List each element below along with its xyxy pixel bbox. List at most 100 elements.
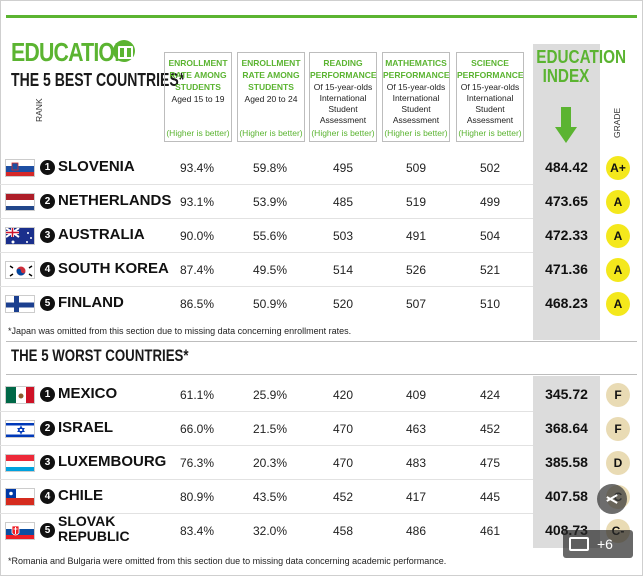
education-index-value: 472.33 [545, 227, 588, 243]
value-cell: 93.4% [179, 161, 215, 175]
country-name: NETHERLANDS [58, 192, 172, 209]
value-cell: 519 [405, 195, 427, 209]
value-cell: 491 [405, 229, 427, 243]
value-cell: 86.5% [179, 297, 215, 311]
column-header-desc: Of 15-year-olds International Student As… [460, 82, 520, 125]
value-cell: 409 [405, 388, 427, 402]
footnote-best: *Japan was omitted from this section due… [8, 326, 352, 336]
value-cell: 93.1% [179, 195, 215, 209]
value-cell: 80.9% [179, 490, 215, 504]
column-header-desc: Of 15-year-olds International Student As… [313, 82, 373, 125]
column-header-desc: Aged 20 to 24 [244, 94, 298, 104]
footnote-worst: *Romania and Bulgaria were omitted from … [8, 556, 447, 566]
value-cell: 475 [479, 456, 501, 470]
column-header-label: ENROLLMENT RATE AMONG STUDENTS [168, 58, 228, 92]
grade-badge: A+ [606, 156, 630, 180]
country-name: MEXICO [58, 385, 118, 402]
table-row: 2 ISRAEL 66.0% 21.5% 470 463 452 368.64 F [0, 412, 643, 445]
grade-badge: D [606, 451, 630, 475]
grade-badge: A [606, 224, 630, 248]
value-cell: 417 [405, 490, 427, 504]
column-header-note: (Higher is better) [384, 128, 448, 138]
table-row: 5 FINLAND 86.5% 50.9% 520 507 510 468.23 A [0, 287, 643, 320]
rank-number: 4 [40, 262, 55, 277]
share-icon[interactable] [597, 484, 627, 514]
rank-number: 4 [40, 489, 55, 504]
best-heading: THE 5 BEST COUNTRIES* [11, 70, 185, 90]
column-header-5: SCIENCE PERFORMANCE Of 15-year-olds Inter… [456, 52, 524, 142]
value-cell: 87.4% [179, 263, 215, 277]
country-name: ISRAEL [58, 419, 114, 436]
value-cell: 470 [332, 422, 354, 436]
value-cell: 90.0% [179, 229, 215, 243]
row-divider [0, 513, 533, 514]
row-divider [0, 252, 533, 253]
value-cell: 25.9% [252, 388, 288, 402]
education-index-title: EDUCATION INDEX [536, 47, 627, 86]
column-header-4: MATHEMATICS PERFORMANCE Of 15-year-olds I… [382, 52, 450, 142]
country-name: LUXEMBOURG [58, 453, 167, 470]
index-column-bg-best [533, 44, 600, 340]
table-row: 2 NETHERLANDS 93.1% 53.9% 485 519 499 473.65 A [0, 185, 643, 218]
table-row: 4 SOUTH KOREA 87.4% 49.5% 514 526 521 471.36 A [0, 253, 643, 286]
worst-heading: THE 5 WORST COUNTRIES* [11, 346, 189, 365]
row-divider [0, 218, 533, 219]
section-divider [6, 341, 637, 342]
row-divider [0, 479, 533, 480]
column-header-3: READING PERFORMANCE Of 15-year-olds Inter… [309, 52, 377, 142]
column-header-1: ENROLLMENT RATE AMONG STUDENTS Aged 15 to… [164, 52, 232, 142]
rank-number: 5 [40, 523, 55, 538]
value-cell: 499 [479, 195, 501, 209]
column-header-note: (Higher is better) [166, 128, 230, 138]
row-divider [0, 445, 533, 446]
value-cell: 424 [479, 388, 501, 402]
rank-number: 2 [40, 421, 55, 436]
column-header-note: (Higher is better) [458, 128, 522, 138]
education-index-value: 468.23 [545, 295, 588, 311]
rank-number: 3 [40, 228, 55, 243]
camera-icon [569, 537, 589, 551]
country-name: AUSTRALIA [58, 226, 145, 243]
value-cell: 20.3% [252, 456, 288, 470]
value-cell: 43.5% [252, 490, 288, 504]
value-cell: 32.0% [252, 524, 288, 538]
education-index-value: 345.72 [545, 386, 588, 402]
index-column-bg-worst [533, 376, 600, 548]
value-cell: 514 [332, 263, 354, 277]
column-header-label: READING PERFORMANCE [310, 58, 377, 80]
grade-badge: A [606, 292, 630, 316]
value-cell: 445 [479, 490, 501, 504]
row-divider [0, 286, 533, 287]
flag-icon-chile [5, 488, 35, 506]
table-row: 1 SLOVENIA 93.4% 59.8% 495 509 502 484.42 A+ [0, 151, 643, 184]
grade-label: GRADE [612, 107, 622, 138]
value-cell: 495 [332, 161, 354, 175]
arrow-down-icon [555, 107, 577, 147]
table-row: 3 AUSTRALIA 90.0% 55.6% 503 491 504 472.33 A [0, 219, 643, 252]
country-name: CHILE [58, 487, 103, 504]
value-cell: 470 [332, 456, 354, 470]
education-index-value: 385.58 [545, 454, 588, 470]
rank-number: 5 [40, 296, 55, 311]
value-cell: 420 [332, 388, 354, 402]
value-cell: 50.9% [252, 297, 288, 311]
value-cell: 510 [479, 297, 501, 311]
value-cell: 504 [479, 229, 501, 243]
grade-badge: A [606, 190, 630, 214]
flag-icon-finland [5, 295, 35, 313]
rank-number: 2 [40, 194, 55, 209]
value-cell: 461 [479, 524, 501, 538]
value-cell: 485 [332, 195, 354, 209]
country-name: SLOVENIA [58, 158, 135, 175]
value-cell: 526 [405, 263, 427, 277]
column-header-label: MATHEMATICS PERFORMANCE [383, 58, 450, 80]
value-cell: 509 [405, 161, 427, 175]
rank-label: RANK [34, 98, 44, 122]
value-cell: 21.5% [252, 422, 288, 436]
grade-badge: A [606, 258, 630, 282]
value-cell: 76.3% [179, 456, 215, 470]
section-divider-2 [6, 374, 637, 375]
photo-gallery-button[interactable]: +6 [563, 530, 633, 558]
